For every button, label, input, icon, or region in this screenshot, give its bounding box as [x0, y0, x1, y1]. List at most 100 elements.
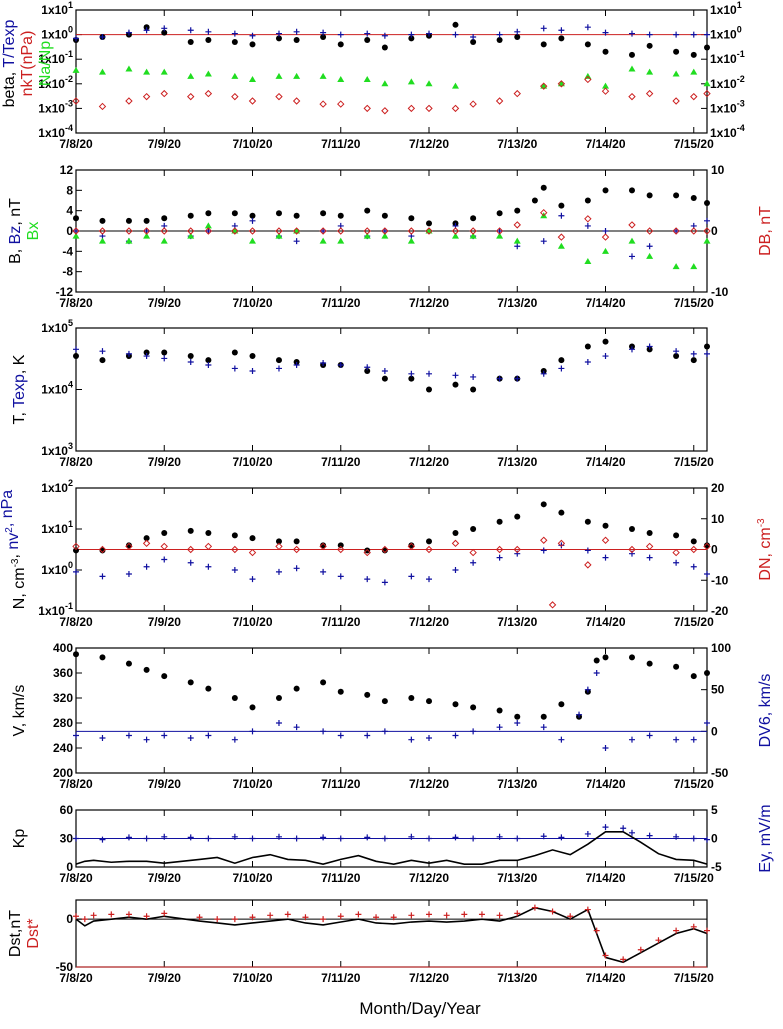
panel-N-series-2-point: [187, 545, 195, 554]
panel-T-series-1-point: [426, 370, 433, 377]
panel-beta-series-0-point: [187, 39, 194, 46]
panel-beta-series-3-point: [513, 89, 521, 98]
panel-N-ytick-label: 1x102: [41, 478, 73, 495]
panel-N-series-0-point: [452, 529, 459, 536]
panel-beta-series-3-point: [319, 100, 327, 108]
panel-N-series-0-point: [540, 501, 547, 508]
panel-B-series-0-point: [99, 217, 106, 224]
panel-B-series-2-point: [319, 237, 327, 244]
panel-beta-series-0-point: [381, 44, 388, 51]
panel-Dst-series-1-point: [461, 911, 468, 918]
panel-B-series-1-point: [320, 228, 327, 234]
panel-V-ytick-label: 240: [53, 741, 73, 755]
panel-N-xtick-label: 7/13/20: [497, 615, 537, 629]
panel-beta-series-0-point: [408, 35, 415, 42]
panel-N-series-2-point: [231, 545, 239, 554]
panel-V-series-0-point: [704, 670, 710, 676]
panel-Kp-ytick-label: 0: [66, 860, 73, 874]
panel-B-series-1-point: [293, 238, 300, 245]
panel-beta-ytick-right-label: 1x10-1: [710, 49, 745, 66]
panel-T-series-1-point: [470, 373, 477, 380]
panel-Dst-series-1-point: [373, 914, 380, 921]
panel-V-series-0-point: [496, 707, 503, 714]
panel-beta-ylabel-2: nkT(nPa): [19, 31, 36, 97]
panel-beta-series-0-point: [337, 41, 344, 48]
panel-beta-ytick-right-label: 1x10-2: [710, 74, 745, 91]
panel-N-ytick-right-label: 20: [711, 481, 725, 495]
panel-T-series-1-point: [514, 375, 521, 382]
panel-B-series-3-point: [469, 227, 477, 235]
panel-beta-ylabel: beta, T/Texp: [1, 20, 18, 108]
panel-beta-series-2-point: [703, 80, 711, 87]
panel-N-series-2-point: [204, 542, 213, 551]
panel-Kp-series-1-point: [496, 833, 503, 840]
panel-beta-series-1-point: [205, 28, 212, 35]
panel-N-series-2-point: [584, 561, 592, 569]
panel-T-series-1-point: [628, 346, 635, 353]
panel-Kp-series-1-point: [646, 832, 653, 839]
panel-B-ylabel-2: Bx: [25, 222, 42, 241]
panel-beta-series-3-point: [363, 104, 371, 113]
panel-N-series-1-point: [426, 576, 433, 583]
panel-Dst-series-1-point: [196, 914, 203, 921]
panel-B-series-2-point: [275, 232, 283, 239]
panel-N-series-0-point: [470, 526, 477, 532]
panel-T-ytick-label: 1x104: [41, 380, 73, 397]
panel-V-ytick-right-label: 100: [711, 641, 731, 655]
panel-Kp-series-1-point: [673, 833, 680, 840]
panel-beta-series-2-point: [275, 72, 283, 79]
panel-beta-series-0-point: [470, 39, 477, 46]
panel-Kp-series-1-point: [99, 836, 106, 843]
panel-N-series-1-point: [231, 567, 238, 573]
panel-B-series-3-point: [540, 208, 548, 217]
panel-Kp-ytick-right-label: -5: [711, 860, 722, 874]
panel-beta-series-1-point: [337, 31, 344, 38]
panel-V-series-1-point: [408, 736, 415, 743]
panel-beta-series-1-point: [125, 29, 132, 36]
panel-Kp-series-1-point: [628, 829, 635, 836]
panel-N-series-1-point: [381, 579, 388, 586]
panel-B-series-0-point: [408, 215, 415, 222]
panel-V-ytick-label: 200: [53, 766, 73, 780]
panel-Dst-series-1-point: [514, 910, 521, 917]
panel-beta-series-1-point: [673, 31, 680, 38]
panel-beta-series-0-point: [628, 51, 635, 58]
panel-Kp-ytick-right-label: 5: [711, 803, 718, 817]
panel-beta-series-0-point: [249, 41, 256, 48]
panel-beta-series-1-point: [231, 30, 238, 37]
panel-Dst-series-1-point: [496, 912, 503, 919]
panel-B-series-2-point: [602, 247, 610, 254]
panel-B-series-0-point: [293, 212, 300, 219]
panel-T-series-0-point: [558, 357, 565, 364]
panel-N-series-2-point: [513, 545, 521, 554]
panel-beta-series-3-point: [187, 92, 195, 101]
panel-N-series-1-point: [628, 550, 635, 557]
panel-V-series-1-point: [320, 728, 327, 735]
panel-B-ylabel: B, Bz, nT: [7, 198, 24, 264]
panel-beta-series-3-point: [407, 104, 416, 113]
panel-B-ytick-right-label: -10: [711, 285, 729, 299]
panel-beta-series-1-point: [187, 27, 194, 34]
panel-Kp-series-1-point: [125, 834, 132, 841]
panel-B-series-3-point: [187, 227, 195, 235]
panel-N-series-1-point: [408, 573, 415, 580]
panel-T-series-0-point: [99, 357, 106, 364]
panel-B-series-3-point: [407, 227, 416, 235]
panel-Dst-xtick-label: 7/10/20: [232, 971, 272, 985]
panel-Dst-series-1-point: [81, 916, 88, 923]
panel-Kp-ytick-label: 60: [60, 803, 74, 817]
panel-beta-series-3-point: [469, 100, 477, 108]
panel-T-xtick-label: 7/11/20: [321, 455, 361, 469]
panel-beta-series-1-point: [161, 25, 168, 32]
panel-N-series-0-point: [408, 542, 415, 549]
panel-N-series-0-point: [673, 532, 680, 539]
panel-Dst-xtick-label: 7/15/20: [674, 971, 714, 985]
panel-Dst-series-1-point: [143, 913, 150, 920]
panel-N-series-1-point: [584, 547, 591, 554]
panel-beta-ytick-right-label: 1x10-4: [710, 123, 745, 140]
panel-Dst-series-1-point: [214, 916, 221, 923]
panel-Kp-series-1-point: [73, 835, 79, 842]
panel-beta-series-3-point: [672, 97, 680, 105]
panel-V-series-1-point: [646, 732, 653, 739]
panel-V-series-0-point: [205, 685, 212, 692]
